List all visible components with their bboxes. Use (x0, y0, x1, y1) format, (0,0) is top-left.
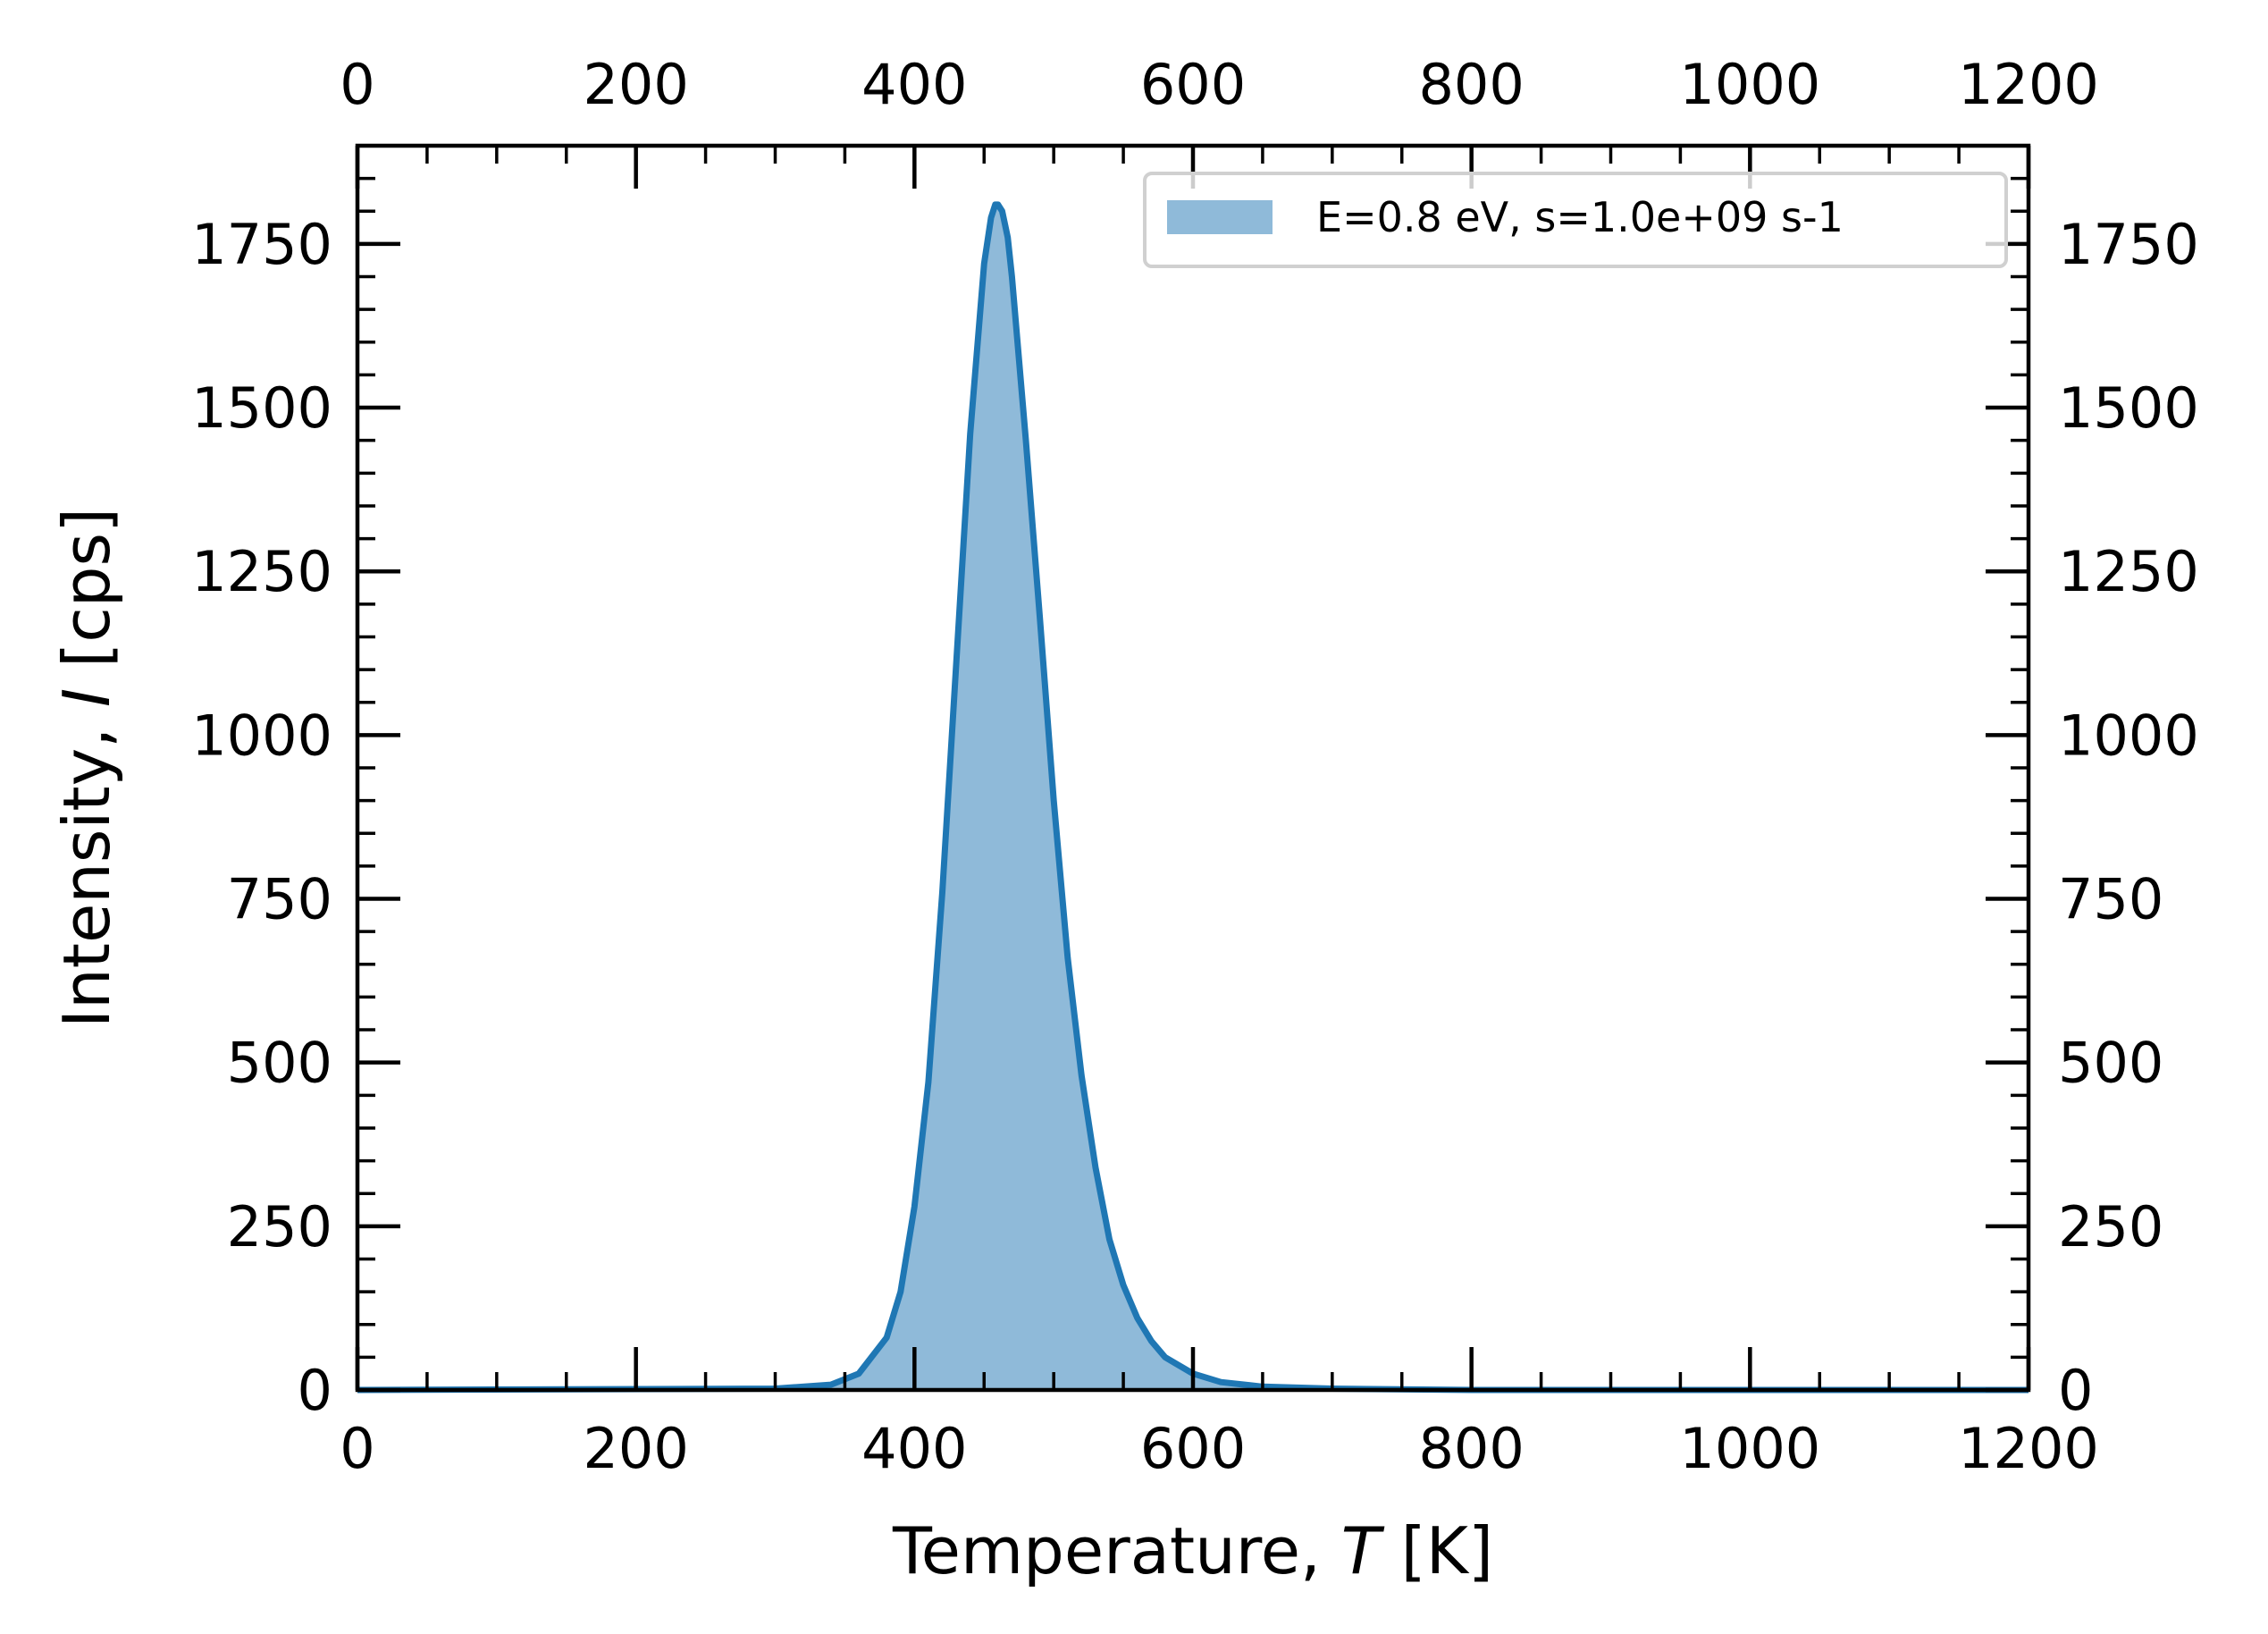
tick-labels: 0020020040040060060080080010001000120012… (191, 52, 2199, 1481)
y-tick-label-left: 250 (227, 1194, 332, 1259)
x-tick-label-top: 400 (861, 52, 967, 117)
x-axis-label-symbol: T (1341, 1513, 1385, 1588)
y-tick-label-right: 1000 (2058, 703, 2199, 768)
x-tick-label-bottom: 1200 (1958, 1416, 2099, 1481)
x-tick-label-top: 200 (583, 52, 688, 117)
x-tick-label-bottom: 400 (861, 1416, 967, 1481)
y-tick-label-right: 250 (2058, 1194, 2163, 1259)
y-tick-label-left: 500 (227, 1031, 332, 1096)
y-tick-label-right: 1750 (2058, 212, 2199, 277)
y-tick-label-left: 1500 (191, 375, 332, 441)
x-axis-label: Temperature, T [K] (892, 1513, 1493, 1588)
y-axis-label-prefix: Intensity, (49, 707, 124, 1028)
y-tick-label-right: 1500 (2058, 375, 2199, 441)
y-tick-label-left: 1000 (191, 703, 332, 768)
y-axis-label-unit: [cps] (49, 508, 124, 688)
y-axis-label: Intensity, I [cps] (49, 508, 124, 1028)
y-tick-label-right: 500 (2058, 1031, 2163, 1096)
series-0-line (357, 201, 2029, 1394)
y-tick-label-left: 1250 (191, 539, 332, 604)
y-tick-label-right: 0 (2058, 1358, 2093, 1423)
y-tick-label-left: 0 (298, 1358, 332, 1423)
y-tick-label-right: 750 (2058, 867, 2163, 932)
x-tick-label-bottom: 200 (583, 1416, 688, 1481)
x-axis-label-prefix: Temperature, (892, 1513, 1341, 1588)
x-tick-label-top: 1000 (1679, 52, 1820, 117)
y-tick-label-left: 750 (227, 867, 332, 932)
x-axis-label-unit: [K] (1381, 1513, 1493, 1588)
x-tick-label-bottom: 1000 (1679, 1416, 1820, 1481)
legend: E=0.8 eV, s=1.0e+09 s-1 (1143, 172, 2008, 268)
x-tick-label-bottom: 0 (340, 1416, 374, 1481)
legend-box (1143, 172, 2008, 268)
y-axis-label-symbol: I (49, 688, 124, 707)
series-layer (357, 201, 2029, 1394)
axes-frame (355, 143, 2031, 1393)
x-tick-label-top: 800 (1418, 52, 1524, 117)
legend-swatch (1167, 200, 1273, 234)
x-tick-label-top: 0 (340, 52, 374, 117)
minor-ticks (357, 144, 2029, 1390)
x-tick-label-top: 1200 (1958, 52, 2099, 117)
x-tick-label-bottom: 600 (1140, 1416, 1246, 1481)
x-tick-label-bottom: 800 (1418, 1416, 1524, 1481)
legend-entry-label: E=0.8 eV, s=1.0e+09 s-1 (1316, 193, 1844, 241)
x-tick-label-top: 600 (1140, 52, 1246, 117)
y-tick-label-left: 1750 (191, 212, 332, 277)
y-tick-label-right: 1250 (2058, 539, 2199, 604)
